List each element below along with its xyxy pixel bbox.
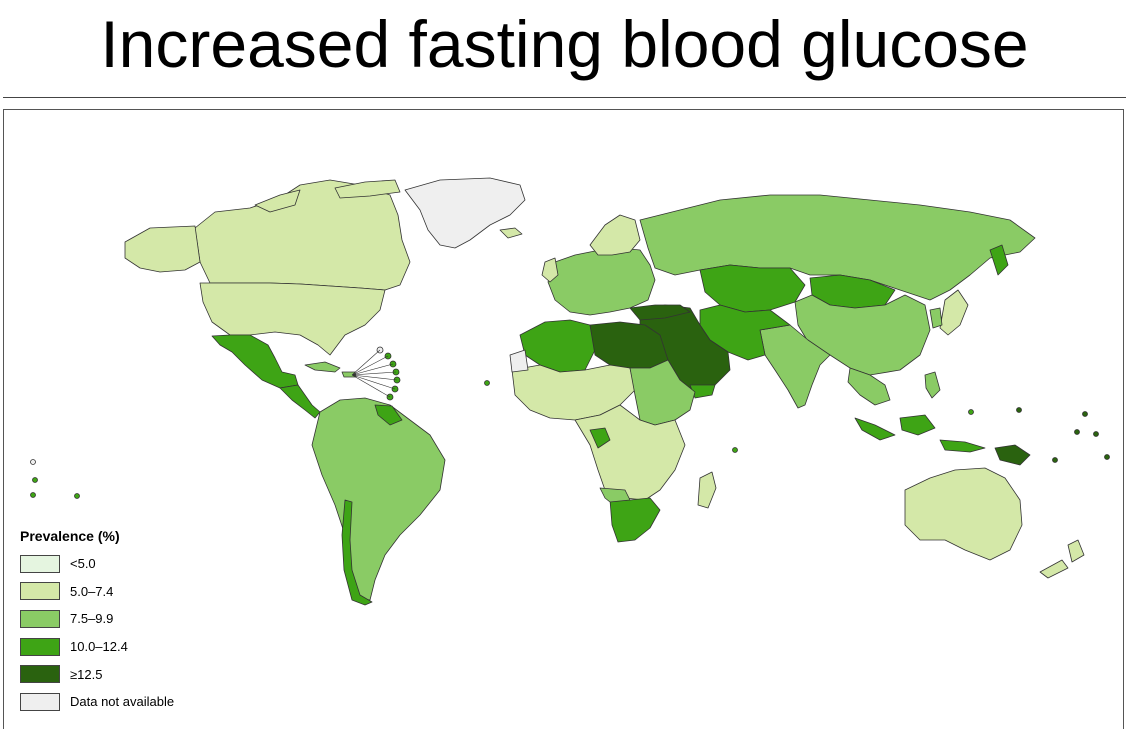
- region-central-america: [279, 384, 321, 419]
- island-marker: [32, 477, 38, 483]
- legend-title: Prevalence (%): [20, 528, 120, 544]
- region-papua-new-guinea: [994, 444, 1031, 466]
- region-scandinavia: [589, 214, 641, 256]
- region-gabon: [589, 427, 611, 449]
- region-caribbean: [304, 361, 357, 378]
- region-new-zealand: [1039, 539, 1085, 579]
- region-namibia: [599, 487, 631, 503]
- legend-item: 5.0–7.4: [20, 578, 174, 606]
- legend-swatch: [20, 554, 60, 573]
- legend-item: 7.5–9.9: [20, 605, 174, 633]
- region-western-sahara: [509, 349, 529, 373]
- island-marker: [74, 493, 80, 499]
- region-uk: [541, 257, 559, 283]
- region-east-africa: [629, 359, 696, 426]
- region-central-asia: [699, 264, 806, 313]
- region-guyana: [374, 404, 403, 426]
- island-marker: [1052, 457, 1058, 463]
- region-india: [759, 324, 831, 409]
- region-japan: [939, 289, 969, 336]
- region-indonesia: [854, 414, 986, 453]
- legend-swatch: [20, 609, 60, 628]
- region-arctic-islands: [254, 179, 401, 213]
- legend: Prevalence (%) <5.0 5.0–7.4 7.5–9.9 10.0…: [20, 528, 174, 716]
- region-canada: [194, 179, 411, 291]
- region-turkey: [629, 304, 691, 321]
- legend-swatch: [20, 692, 60, 711]
- region-south-america: [311, 397, 446, 601]
- region-kamchatka: [989, 244, 1009, 276]
- legend-item: Data not available: [20, 688, 174, 716]
- legend-swatch: [20, 582, 60, 601]
- island-marker: [30, 459, 36, 465]
- legend-item: ≥12.5: [20, 660, 174, 688]
- island-marker: [1082, 411, 1088, 417]
- region-mexico: [211, 334, 299, 389]
- legend-swatch: [20, 665, 60, 684]
- title-divider: [3, 97, 1126, 98]
- legend-label: <5.0: [70, 556, 96, 572]
- island-marker: [30, 492, 36, 498]
- legend-label: 10.0–12.4: [70, 639, 128, 655]
- map-title: Increased fasting blood glucose: [100, 7, 1029, 81]
- island-marker: [732, 447, 738, 453]
- region-west-africa: [511, 364, 636, 421]
- legend-label: 7.5–9.9: [70, 611, 114, 627]
- region-philippines: [924, 371, 941, 399]
- island-marker: [1104, 454, 1110, 460]
- region-europe: [547, 247, 656, 316]
- region-greenland: [404, 177, 526, 249]
- island-marker: [968, 409, 974, 415]
- region-madagascar: [697, 471, 717, 509]
- island-marker: [484, 380, 490, 386]
- legend-item: 10.0–12.4: [20, 633, 174, 661]
- legend-swatch: [20, 637, 60, 656]
- region-north-africa-west: [519, 319, 596, 373]
- region-south-africa: [609, 497, 661, 543]
- island-leader-lines: [351, 349, 398, 398]
- region-iceland: [499, 227, 523, 239]
- region-alaska: [124, 225, 201, 273]
- legend-label: 5.0–7.4: [70, 583, 114, 599]
- legend-label: ≥12.5: [70, 666, 103, 682]
- region-chile: [341, 499, 373, 606]
- region-southeast-asia: [847, 367, 891, 406]
- region-australia: [904, 467, 1023, 561]
- legend-label: Data not available: [70, 694, 175, 710]
- island-marker: [1074, 429, 1080, 435]
- map-frame: [3, 109, 1124, 729]
- region-korea: [929, 307, 943, 329]
- island-marker: [1016, 407, 1022, 413]
- legend-item: <5.0: [20, 550, 174, 578]
- island-marker: [1093, 431, 1099, 437]
